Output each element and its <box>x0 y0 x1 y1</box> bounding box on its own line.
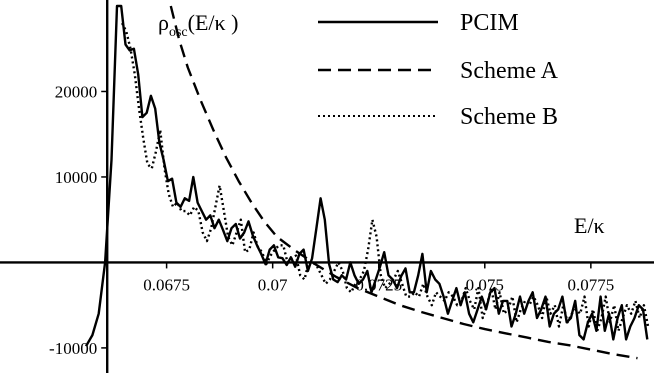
series-line-pcim <box>84 4 649 347</box>
x-tick-label-1: 0.07 <box>258 275 288 294</box>
y-axis-title: ρosc(E/κ ) <box>158 10 238 40</box>
y-axis-title-argument: (E/κ ) <box>188 10 239 35</box>
legend: PCIM Scheme A Scheme B <box>318 10 559 130</box>
series-layer <box>84 4 650 360</box>
legend-label-pcim: PCIM <box>460 10 519 36</box>
ticks-layer: 0.0675 0.07 0.0725 0.075 0.0775 20000 10000 -10… <box>49 82 614 357</box>
x-tick-label-0: 0.0675 <box>143 275 190 294</box>
x-tick-label-2: 0.0725 <box>355 275 402 294</box>
y-tick-label-0: 20000 <box>55 82 98 101</box>
x-tick-label-4: 0.0775 <box>567 275 614 294</box>
legend-label-scheme-a: Scheme A <box>460 58 559 84</box>
legend-label-scheme-b: Scheme B <box>460 104 558 130</box>
y-axis-title-rho: ρ <box>158 10 169 35</box>
x-tick-label-3: 0.075 <box>466 275 504 294</box>
y-axis-title-subscript: osc <box>169 25 188 40</box>
series-line-scheme-a <box>169 5 638 360</box>
y-tick-label-1: 10000 <box>55 168 98 187</box>
x-axis-title: E/κ <box>574 213 605 238</box>
y-tick-label-2: -10000 <box>49 339 97 358</box>
